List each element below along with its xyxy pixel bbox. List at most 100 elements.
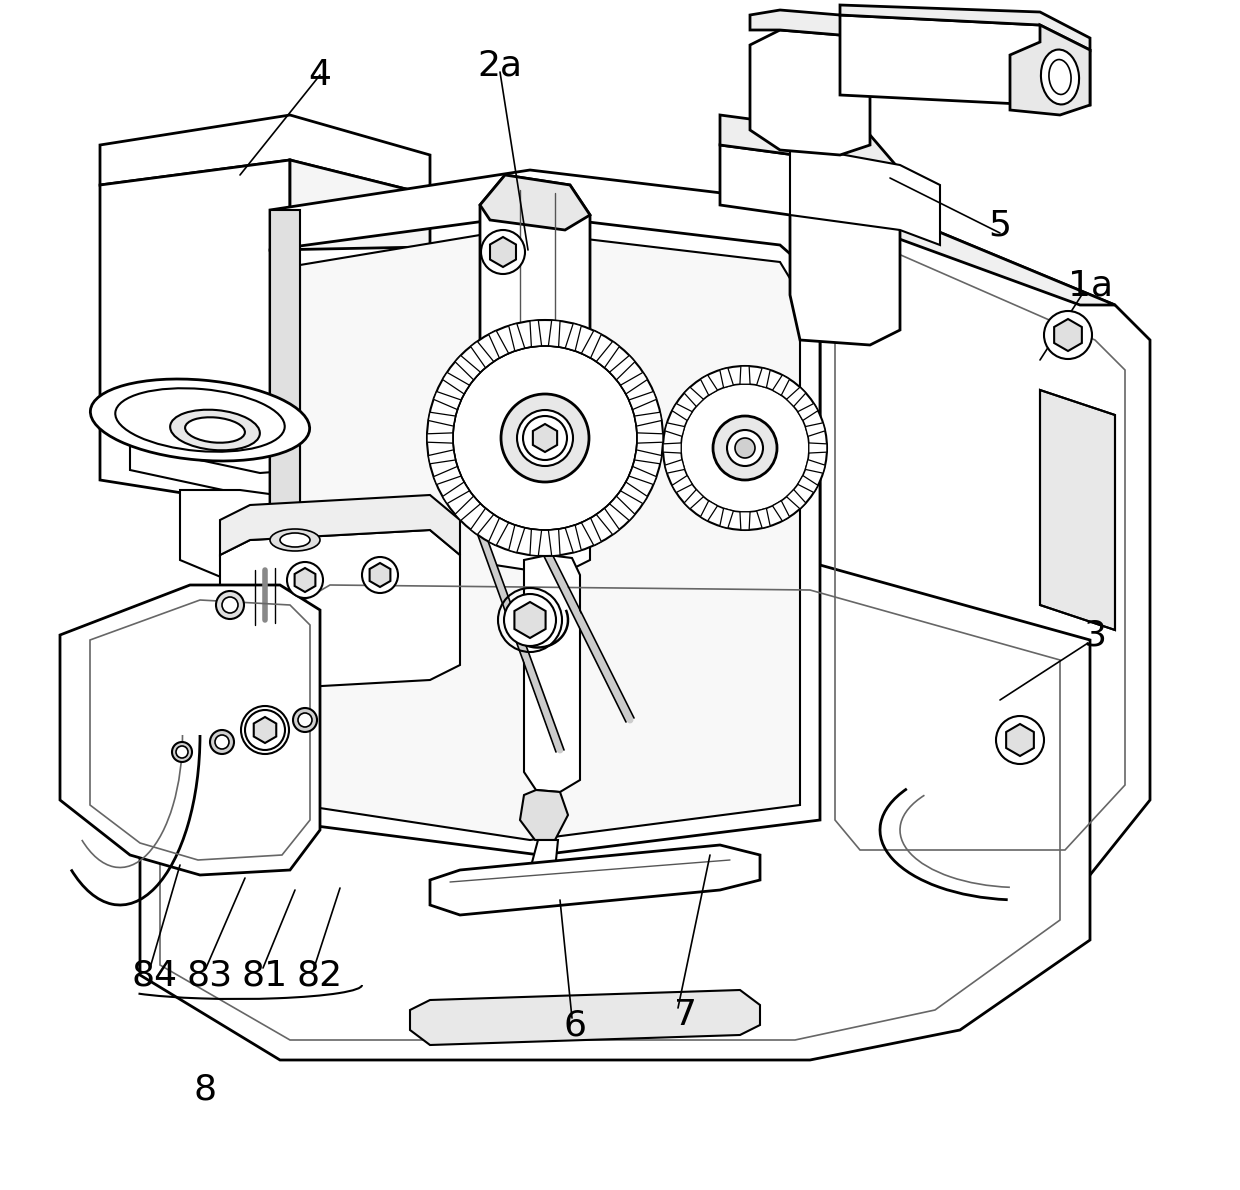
Polygon shape — [270, 245, 820, 854]
Polygon shape — [1040, 390, 1115, 630]
Polygon shape — [1006, 724, 1034, 756]
Text: 1a: 1a — [1068, 268, 1112, 302]
Circle shape — [427, 320, 663, 556]
Polygon shape — [515, 602, 546, 638]
Ellipse shape — [170, 409, 260, 450]
Ellipse shape — [91, 380, 310, 461]
Polygon shape — [219, 530, 460, 690]
Polygon shape — [443, 482, 470, 503]
Polygon shape — [410, 990, 760, 1045]
Circle shape — [176, 746, 188, 758]
Polygon shape — [533, 424, 557, 452]
Circle shape — [293, 708, 317, 732]
Polygon shape — [684, 387, 703, 407]
Ellipse shape — [270, 530, 320, 551]
Polygon shape — [637, 433, 663, 443]
Polygon shape — [609, 496, 635, 520]
Polygon shape — [443, 372, 470, 394]
Text: 4: 4 — [309, 58, 331, 92]
Polygon shape — [740, 512, 750, 530]
Circle shape — [481, 230, 525, 274]
Circle shape — [362, 557, 398, 593]
Polygon shape — [548, 320, 560, 347]
Polygon shape — [786, 489, 806, 509]
Ellipse shape — [185, 418, 246, 443]
Polygon shape — [428, 450, 455, 464]
Polygon shape — [1054, 319, 1081, 351]
Circle shape — [663, 367, 827, 530]
Polygon shape — [629, 466, 656, 484]
Polygon shape — [629, 392, 656, 409]
Polygon shape — [720, 145, 900, 345]
Polygon shape — [596, 342, 620, 368]
Polygon shape — [672, 403, 692, 420]
Polygon shape — [480, 370, 590, 420]
Polygon shape — [100, 115, 430, 195]
Circle shape — [681, 384, 808, 512]
Text: 7: 7 — [673, 998, 697, 1032]
Polygon shape — [820, 195, 1115, 305]
Polygon shape — [750, 30, 870, 155]
Polygon shape — [839, 5, 1090, 50]
Circle shape — [222, 597, 238, 613]
Circle shape — [298, 713, 312, 727]
Polygon shape — [756, 368, 770, 388]
Text: 6: 6 — [563, 1008, 587, 1042]
Circle shape — [501, 394, 589, 482]
Polygon shape — [790, 145, 940, 245]
Polygon shape — [254, 718, 277, 743]
Circle shape — [523, 416, 567, 461]
Polygon shape — [786, 387, 806, 407]
Polygon shape — [665, 459, 684, 474]
Polygon shape — [430, 845, 760, 915]
Polygon shape — [434, 466, 461, 484]
Polygon shape — [701, 375, 718, 395]
Polygon shape — [455, 496, 481, 520]
Polygon shape — [672, 476, 692, 493]
Polygon shape — [635, 412, 662, 426]
Circle shape — [453, 346, 637, 530]
Text: 2a: 2a — [477, 48, 522, 82]
Polygon shape — [719, 368, 733, 388]
Polygon shape — [180, 490, 350, 600]
Polygon shape — [620, 482, 647, 503]
Polygon shape — [428, 412, 455, 426]
Circle shape — [735, 438, 755, 458]
Polygon shape — [480, 175, 590, 230]
Circle shape — [215, 735, 229, 749]
Polygon shape — [665, 422, 684, 437]
Polygon shape — [529, 320, 542, 347]
Polygon shape — [797, 403, 818, 420]
Polygon shape — [290, 159, 430, 511]
Polygon shape — [300, 230, 800, 840]
Polygon shape — [740, 367, 750, 384]
Polygon shape — [720, 115, 900, 170]
Text: 8: 8 — [193, 1073, 217, 1107]
Text: 5: 5 — [988, 208, 1012, 242]
Polygon shape — [525, 555, 580, 793]
Ellipse shape — [280, 533, 310, 547]
Polygon shape — [684, 489, 703, 509]
Text: 3: 3 — [1084, 618, 1106, 652]
Polygon shape — [455, 356, 481, 380]
Polygon shape — [270, 209, 300, 820]
Polygon shape — [773, 501, 790, 521]
Polygon shape — [370, 563, 391, 587]
Text: 83: 83 — [187, 958, 233, 992]
Circle shape — [246, 710, 285, 750]
Polygon shape — [719, 508, 733, 528]
Polygon shape — [548, 530, 560, 556]
Polygon shape — [750, 10, 870, 35]
Polygon shape — [773, 375, 790, 395]
Polygon shape — [529, 530, 542, 556]
Polygon shape — [805, 459, 825, 474]
Polygon shape — [808, 443, 827, 453]
Polygon shape — [508, 525, 525, 552]
Polygon shape — [60, 585, 320, 875]
Polygon shape — [609, 356, 635, 380]
Polygon shape — [529, 840, 558, 875]
Circle shape — [503, 594, 556, 646]
Text: 82: 82 — [296, 958, 343, 992]
Polygon shape — [620, 372, 647, 394]
Polygon shape — [270, 170, 820, 280]
